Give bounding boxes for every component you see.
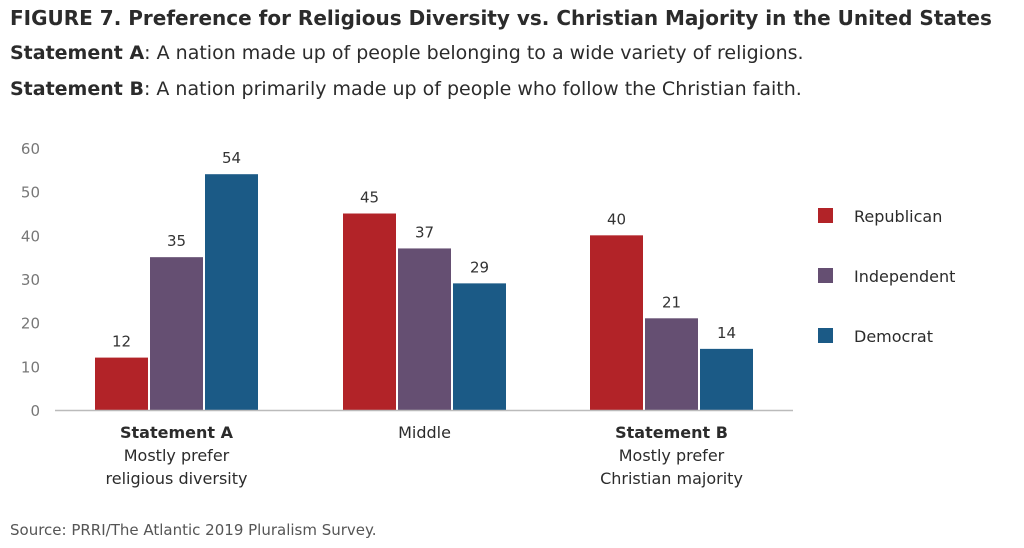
bar-democrat	[453, 283, 506, 410]
legend-swatch-republican	[818, 208, 833, 223]
bar-democrat	[700, 348, 753, 410]
bar-independent	[398, 248, 451, 410]
y-tick-label: 0	[30, 402, 40, 420]
x-category-label: religious diversity	[106, 469, 248, 488]
bar-republican	[95, 357, 148, 410]
bar-republican	[343, 213, 396, 410]
data-label: 45	[360, 189, 379, 207]
x-category-label: Middle	[398, 423, 451, 442]
legend-swatch-democrat	[818, 328, 833, 343]
legend-label-independent: Independent	[854, 267, 955, 286]
data-label: 54	[222, 149, 241, 167]
y-tick-label: 20	[21, 315, 40, 333]
source-note: Source: PRRI/The Atlantic 2019 Pluralism…	[10, 521, 377, 539]
statement-b-line: Statement B: A nation primarily made up …	[10, 78, 802, 100]
y-tick-label: 60	[21, 140, 40, 158]
statement-b-text: : A nation primarily made up of people w…	[143, 78, 802, 100]
statement-a-line: Statement A: A nation made up of people …	[10, 42, 804, 64]
y-tick-label: 40	[21, 227, 40, 245]
y-tick-label: 10	[21, 358, 40, 376]
data-label: 14	[717, 324, 736, 342]
data-label: 35	[167, 232, 186, 250]
bar-republican	[590, 235, 643, 410]
data-label: 37	[415, 223, 434, 241]
y-tick-label: 30	[21, 271, 40, 289]
y-tick-label: 50	[21, 184, 40, 202]
statement-b-label: Statement B	[10, 78, 144, 100]
chart-title: FIGURE 7. Preference for Religious Diver…	[10, 6, 992, 30]
x-category-title: Statement B	[615, 423, 728, 442]
x-category-label: Mostly prefer	[619, 446, 725, 465]
legend-label-democrat: Democrat	[854, 327, 933, 346]
x-category-label: Mostly prefer	[124, 446, 230, 465]
data-label: 40	[607, 210, 626, 228]
data-label: 21	[662, 293, 681, 311]
statement-a-text: : A nation made up of people belonging t…	[144, 42, 804, 64]
statement-a-label: Statement A	[10, 42, 145, 64]
data-label: 29	[470, 258, 489, 276]
data-label: 12	[112, 333, 131, 351]
bar-independent	[645, 318, 698, 410]
bar-democrat	[205, 174, 258, 410]
x-category-title: Statement A	[120, 423, 234, 442]
legend-label-republican: Republican	[854, 207, 942, 226]
x-category-label: Christian majority	[600, 469, 743, 488]
bar-independent	[150, 257, 203, 410]
legend-swatch-independent	[818, 268, 833, 283]
